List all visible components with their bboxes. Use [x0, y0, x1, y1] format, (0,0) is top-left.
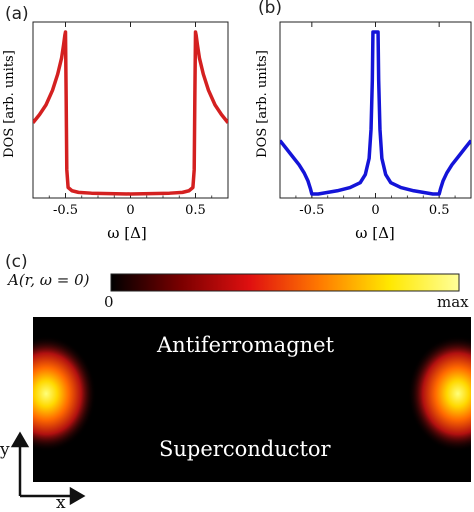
xlabel-a: ω [Δ]	[107, 224, 147, 242]
heatmap-background	[33, 317, 471, 482]
x-tick-label: -0.5	[299, 203, 324, 218]
dos-curve-a	[33, 30, 228, 196]
region-label-bottom: Superconductor	[159, 437, 331, 461]
colorbar-max-label: max	[437, 293, 469, 311]
hotspot	[407, 335, 471, 452]
x-tick-label: 0.5	[429, 203, 450, 218]
dos-curve-b	[280, 30, 471, 196]
hotspot	[33, 335, 97, 452]
colorbar-min-label: 0	[104, 293, 114, 311]
colorbar-label: A(r, ω = 0)	[8, 271, 90, 289]
axis-label-x: x	[56, 493, 66, 512]
x-tick-label: 0	[371, 203, 379, 218]
colorbar	[110, 273, 460, 292]
axis-arrows	[10, 431, 86, 506]
panel-tag-a: (a)	[5, 4, 29, 24]
panel-tag-b: (b)	[258, 0, 283, 18]
x-tick-label: 0.5	[185, 203, 206, 218]
x-tick-label: 0	[126, 203, 134, 218]
region-label-top: Antiferromagnet	[157, 333, 335, 357]
ylabel-b: DOS [arb. units]	[255, 50, 270, 158]
ylabel-a: DOS [arb. units]	[2, 50, 17, 158]
panel-tag-c: (c)	[5, 252, 28, 272]
xlabel-b: ω [Δ]	[355, 224, 395, 242]
axis-label-y: y	[0, 440, 10, 460]
x-tick-label: -0.5	[53, 203, 78, 218]
